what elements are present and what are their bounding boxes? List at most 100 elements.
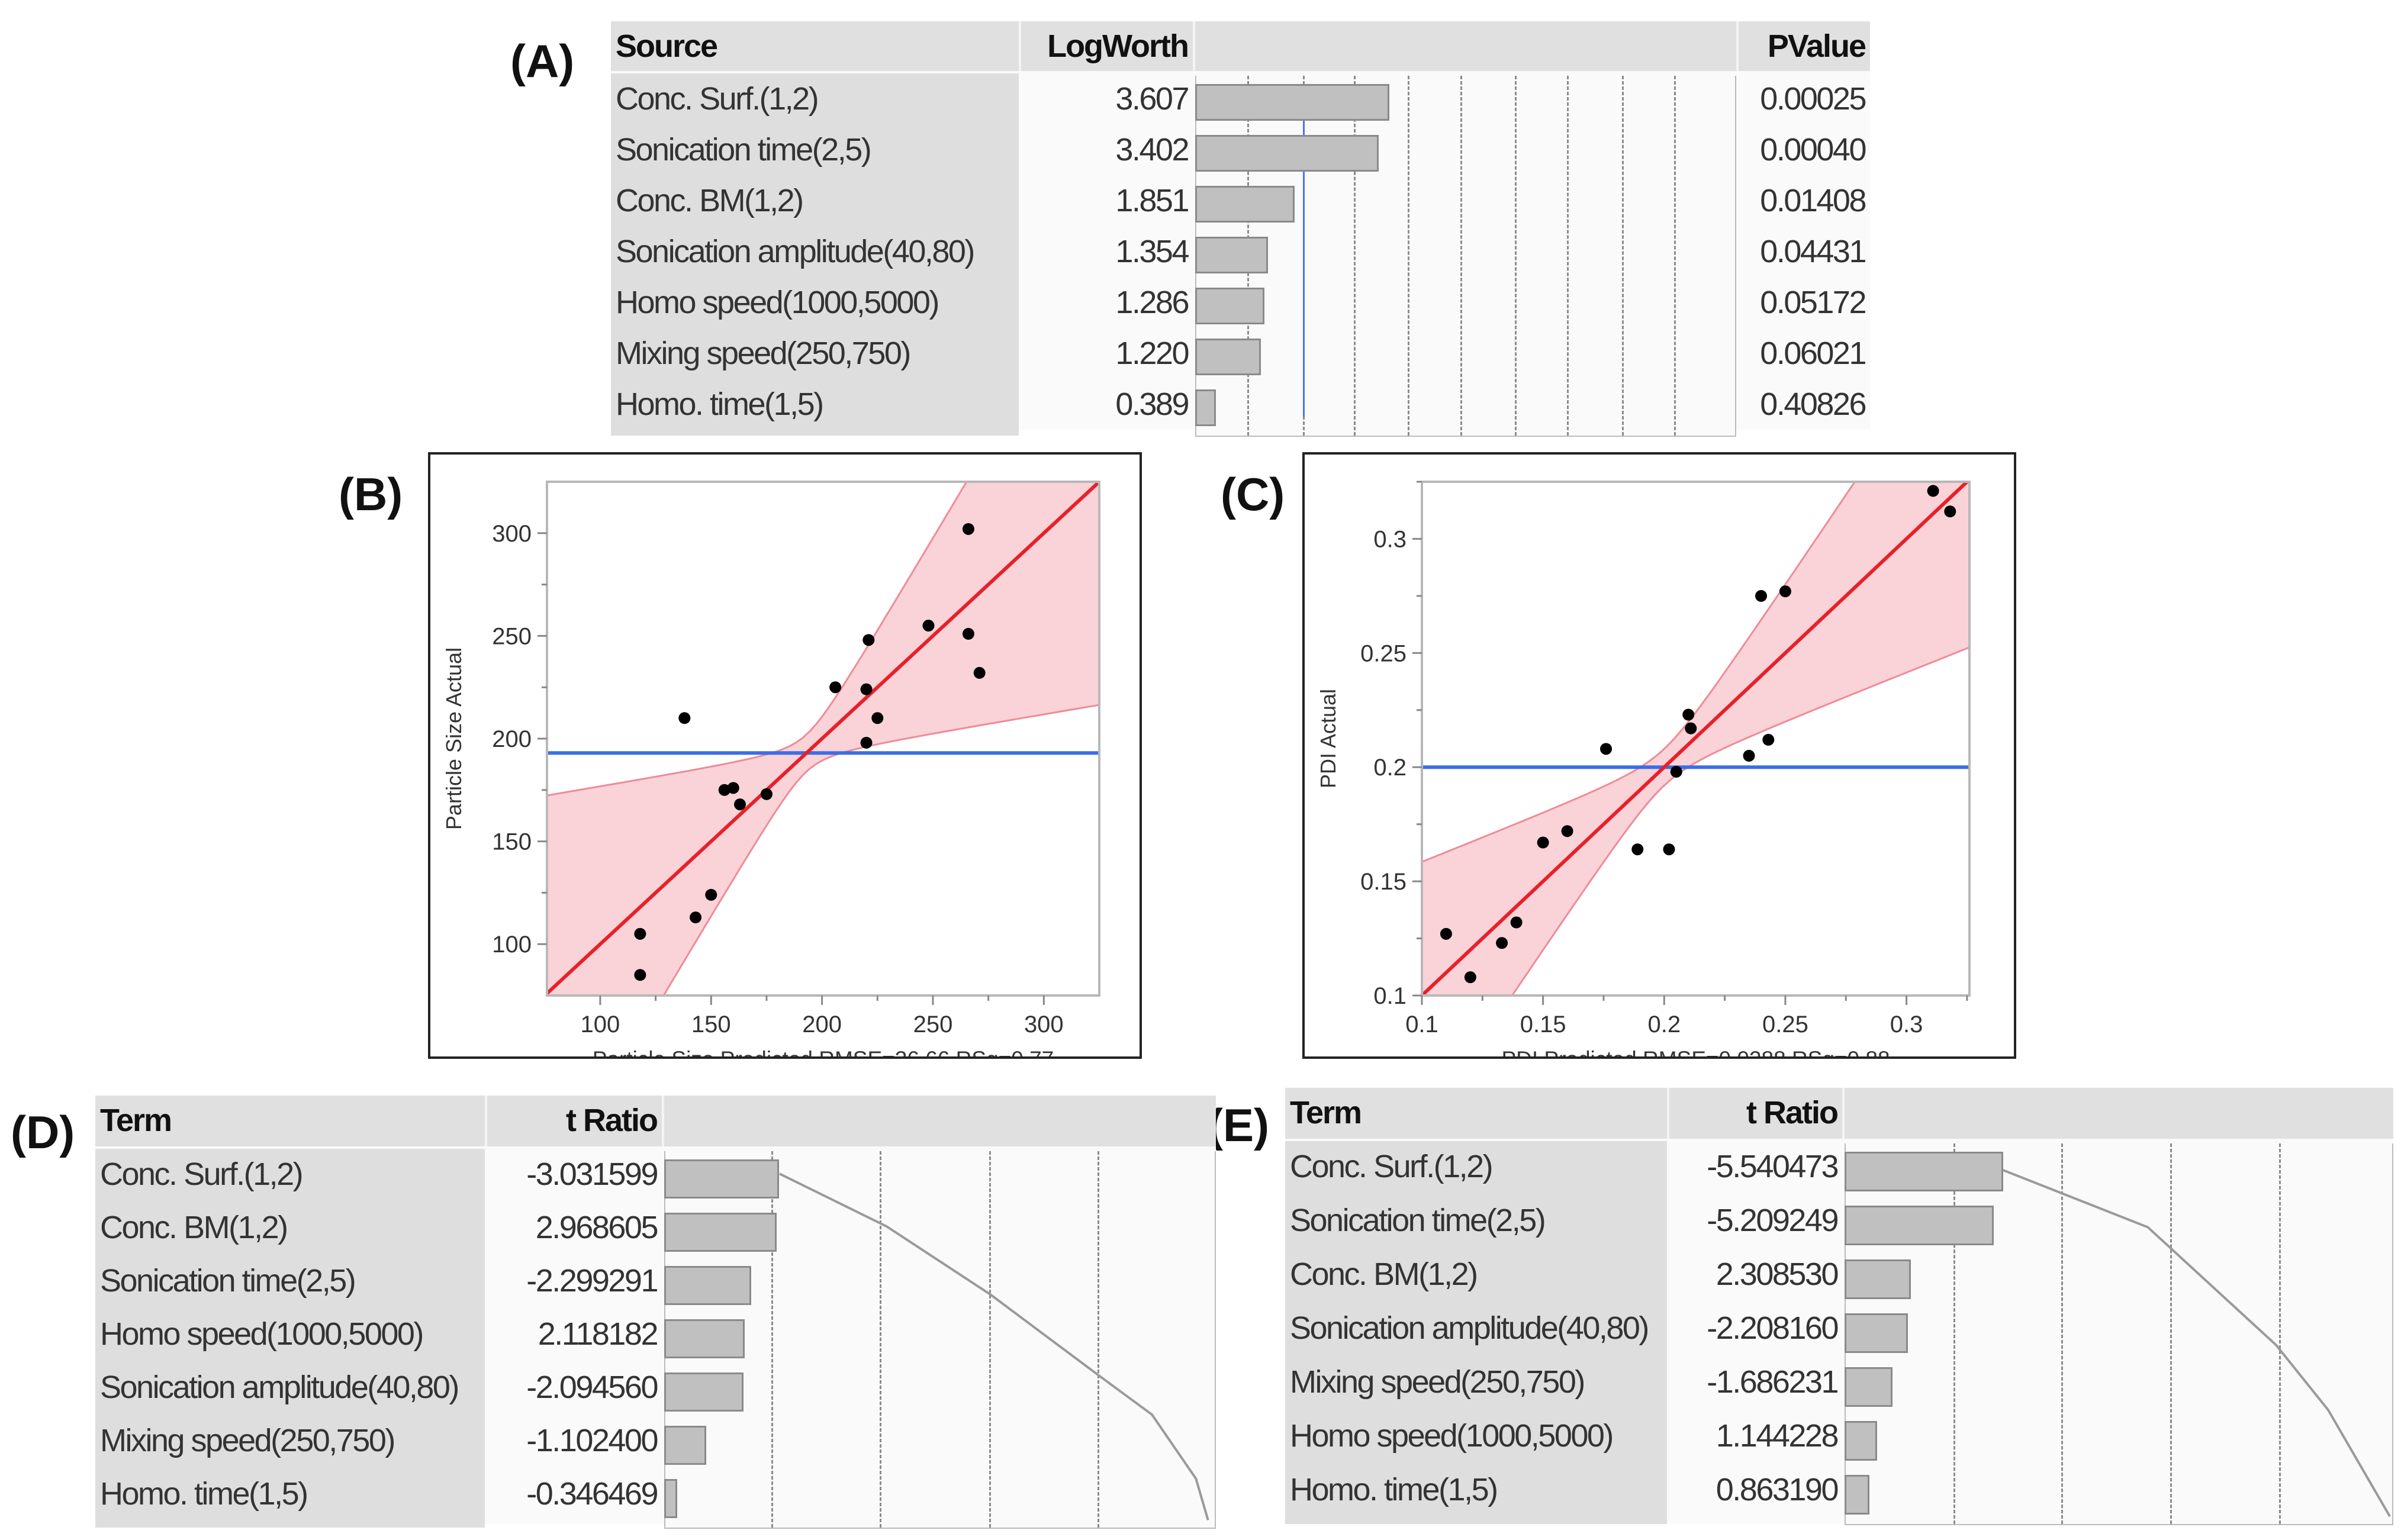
row-label: Mixing speed(250,750) — [1290, 1364, 1585, 1400]
column-header: Term — [100, 1103, 172, 1138]
data-point — [1631, 843, 1644, 856]
data-point — [1762, 733, 1775, 746]
fit-line — [547, 482, 1099, 995]
row-label: Homo. time(1,5) — [1290, 1472, 1498, 1507]
column-header: LogWorth — [1047, 28, 1189, 64]
row-value: -1.102400 — [526, 1423, 658, 1458]
row-label: Conc. Surf.(1,2) — [100, 1156, 304, 1192]
x-tick-label: 0.3 — [1890, 1011, 1923, 1038]
x-tick-label: 250 — [913, 1011, 953, 1038]
table-header — [1285, 1088, 2393, 1139]
data-point — [634, 927, 646, 940]
x-tick-label: 0.2 — [1647, 1011, 1681, 1038]
column-divider — [1667, 1088, 1669, 1139]
data-point — [1600, 743, 1613, 755]
data-point — [634, 969, 646, 981]
data-point — [1464, 971, 1476, 984]
x-tick-label: 0.1 — [1405, 1011, 1438, 1038]
data-point — [862, 634, 875, 646]
panel-label-d: (D) — [11, 1106, 75, 1158]
y-tick-label: 150 — [492, 829, 532, 855]
row-label: Homo. time(1,5) — [100, 1476, 308, 1512]
row-label: Mixing speed(250,750) — [100, 1423, 395, 1458]
row-pvalue: 0.05172 — [1760, 285, 1866, 320]
y-axis-label: Particle Size Actual — [442, 647, 466, 830]
grid-line — [1621, 76, 1624, 436]
x-tick-label: 0.15 — [1520, 1011, 1566, 1038]
row-value: 1.851 — [1115, 183, 1189, 218]
column-divider — [1193, 21, 1195, 71]
bar — [1195, 339, 1261, 375]
table-header — [611, 21, 1870, 71]
y-tick-label: 0.15 — [1360, 869, 1407, 895]
label-column — [1285, 1141, 1667, 1524]
data-point — [860, 683, 873, 695]
confidence-band — [547, 482, 1099, 995]
y-tick-label: 0.25 — [1360, 640, 1407, 666]
grid-line — [1673, 76, 1676, 436]
data-point — [829, 681, 842, 694]
normal-quantile-line — [778, 1172, 1209, 1520]
data-point — [1682, 708, 1695, 721]
row-label: Sonication amplitude(40,80) — [100, 1370, 459, 1405]
grid-line — [2278, 1143, 2281, 1524]
panel-label-e: (E) — [1208, 1099, 1269, 1151]
bar — [1195, 389, 1216, 426]
grid-line — [1514, 76, 1517, 436]
x-axis-label: Particle Size Predicted RMSE=36.66 RSq=0… — [593, 1047, 1054, 1056]
y-tick-label: 0.2 — [1373, 755, 1407, 781]
effect-summary-table: Source LogWorth PValue Conc. Surf.(1,2) 3.60… — [611, 21, 1870, 437]
data-point — [1440, 927, 1452, 940]
bar-plot-area — [1195, 76, 1736, 437]
data-point — [860, 736, 873, 749]
row-pvalue: 0.06021 — [1760, 336, 1866, 371]
leverage-plot-particle-size: 100 150 200 250 300 100 150 200 250 300 Particle S… — [442, 481, 1100, 1107]
row-label: Conc. Surf.(1,2) — [616, 81, 819, 117]
row-pvalue: 0.04431 — [1760, 234, 1866, 269]
row-label: Homo speed(1000,5000) — [616, 285, 939, 320]
grid-line — [989, 1151, 992, 1528]
row-pvalue: 0.40826 — [1760, 386, 1866, 422]
data-point — [1670, 765, 1682, 778]
bar — [664, 1266, 752, 1305]
row-value: -2.208160 — [1707, 1310, 1839, 1346]
row-value: 1.220 — [1115, 336, 1189, 371]
bar — [1845, 1259, 1911, 1299]
x-axis-label: PDI Predicted RMSE=0.0288 RSq=0.88 — [1501, 1047, 1890, 1056]
row-pvalue: 0.00025 — [1760, 81, 1866, 117]
bar — [1845, 1313, 1908, 1353]
normal-quantile-curve — [2002, 1169, 2391, 1518]
row-value: -0.346469 — [526, 1476, 658, 1512]
panel-label-b: (B) — [339, 468, 403, 520]
x-tick-label: 100 — [581, 1011, 620, 1038]
row-value: 3.607 — [1115, 81, 1189, 117]
row-label: Sonication time(2,5) — [100, 1263, 356, 1299]
column-divider — [662, 1096, 664, 1146]
row-value: -1.686231 — [1707, 1364, 1839, 1400]
row-value: 1.286 — [1115, 285, 1189, 320]
bar — [1845, 1475, 1869, 1515]
plot-content — [547, 482, 1099, 995]
row-value: -2.094560 — [526, 1370, 658, 1405]
row-label: Mixing speed(250,750) — [616, 336, 911, 371]
row-value: -5.209249 — [1707, 1203, 1839, 1238]
y-tick-label: 300 — [492, 521, 532, 547]
bar — [1195, 237, 1269, 273]
confidence-band — [1422, 482, 1969, 995]
column-header: t Ratio — [1746, 1095, 1839, 1130]
data-point — [1496, 937, 1508, 949]
data-point — [1685, 722, 1697, 734]
grid-line — [1408, 76, 1410, 436]
data-point — [962, 627, 974, 640]
column-divider — [1736, 21, 1739, 71]
row-value: 1.144228 — [1716, 1418, 1839, 1454]
label-column — [611, 73, 1019, 436]
row-label: Conc. BM(1,2) — [616, 183, 804, 218]
bar — [664, 1373, 744, 1412]
plot-frame — [1421, 481, 1971, 997]
y-tick-label: 0.3 — [1373, 526, 1407, 552]
bar — [1195, 288, 1265, 324]
data-point — [1510, 916, 1523, 929]
